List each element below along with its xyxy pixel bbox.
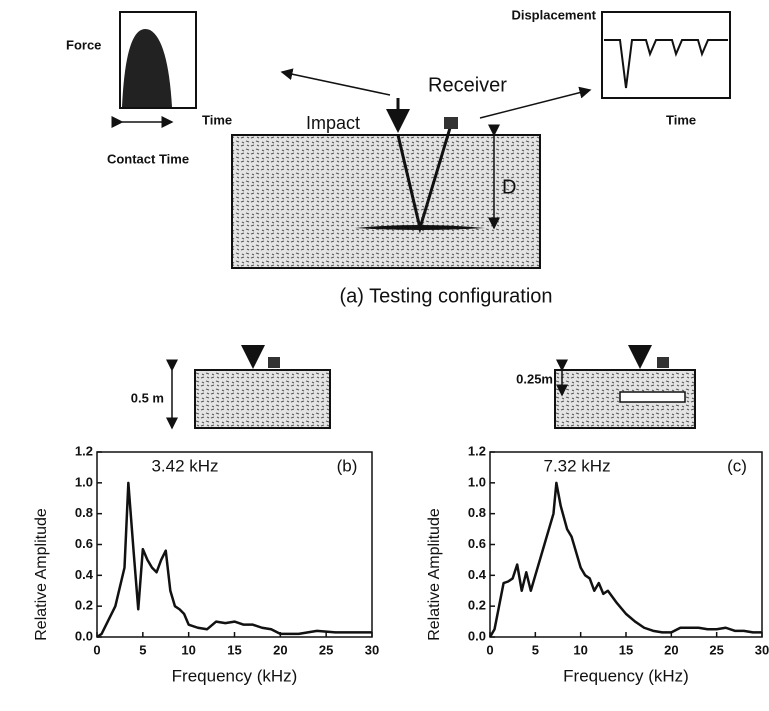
y-tick-label: 0.2 bbox=[75, 598, 93, 613]
x-tick-label: 10 bbox=[181, 642, 195, 657]
receiver-box bbox=[444, 117, 458, 129]
panel-label: (c) bbox=[727, 456, 747, 475]
contact-time-label: Contact Time bbox=[107, 151, 189, 166]
panel-label: (b) bbox=[337, 456, 358, 475]
y-tick-label: 1.0 bbox=[468, 474, 486, 489]
force-label: Force bbox=[66, 37, 101, 52]
y-tick-label: 0.8 bbox=[75, 505, 93, 520]
reflector bbox=[355, 225, 485, 230]
y-tick-label: 0.6 bbox=[75, 536, 93, 551]
x-tick-label: 25 bbox=[319, 642, 333, 657]
receiver-label: Receiver bbox=[428, 74, 507, 96]
block-b bbox=[194, 369, 331, 429]
x-tick-label: 20 bbox=[273, 642, 287, 657]
x-tick-label: 20 bbox=[664, 642, 678, 657]
arrow-force bbox=[280, 68, 391, 96]
peak-label: 7.32 kHz bbox=[543, 456, 610, 475]
arrow-displacement bbox=[479, 86, 592, 119]
depth-b-label: 0.5 m bbox=[131, 390, 164, 405]
y-tick-label: 1.0 bbox=[75, 474, 93, 489]
displacement-trace bbox=[604, 39, 728, 89]
receiver-box bbox=[657, 357, 669, 368]
x-tick-label: 0 bbox=[93, 642, 100, 657]
y-tick-label: 0.6 bbox=[468, 536, 486, 551]
depth-c-label: 0.25m bbox=[516, 371, 553, 386]
x-tick-label: 30 bbox=[755, 642, 769, 657]
y-tick-label: 1.2 bbox=[468, 443, 486, 458]
y-tick-label: 1.2 bbox=[75, 443, 93, 458]
displacement-label: Displacement bbox=[511, 7, 596, 22]
y-tick-label: 0.2 bbox=[468, 598, 486, 613]
y-axis-label: Relative Amplitude bbox=[33, 508, 50, 641]
x-tick-label: 30 bbox=[365, 642, 379, 657]
caption: (a) Testing configuration bbox=[339, 285, 552, 307]
x-axis-label: Frequency (kHz) bbox=[172, 666, 298, 685]
data-line bbox=[488, 481, 762, 638]
time-label: Time bbox=[202, 112, 232, 127]
x-axis-label: Frequency (kHz) bbox=[563, 666, 689, 685]
depth-label: D bbox=[502, 176, 516, 198]
x-tick-label: 5 bbox=[139, 642, 146, 657]
peak-label: 3.42 kHz bbox=[151, 456, 218, 475]
data-line bbox=[96, 481, 372, 639]
displacement-plot bbox=[601, 11, 731, 99]
x-tick-label: 15 bbox=[619, 642, 633, 657]
impact-label: Impact bbox=[306, 113, 360, 133]
x-tick-label: 25 bbox=[709, 642, 723, 657]
x-tick-label: 10 bbox=[573, 642, 587, 657]
force-pulse bbox=[122, 28, 172, 107]
void bbox=[619, 391, 686, 403]
receiver-box bbox=[268, 357, 280, 368]
x-tick-label: 0 bbox=[486, 642, 493, 657]
y-tick-label: 0.8 bbox=[468, 505, 486, 520]
y-tick-label: 0.0 bbox=[75, 628, 93, 643]
y-axis-label: Relative Amplitude bbox=[426, 508, 443, 641]
plot-frame bbox=[489, 451, 763, 638]
y-tick-label: 0.4 bbox=[75, 567, 94, 582]
x-tick-label: 5 bbox=[532, 642, 539, 657]
time-label: Time bbox=[666, 112, 696, 127]
x-tick-label: 15 bbox=[227, 642, 241, 657]
y-tick-label: 0.4 bbox=[468, 567, 487, 582]
y-tick-label: 0.0 bbox=[468, 628, 486, 643]
